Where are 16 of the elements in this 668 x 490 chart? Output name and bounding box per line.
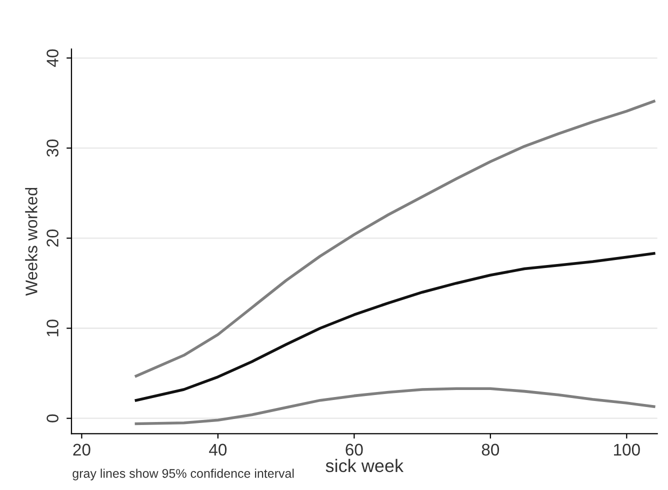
x-tick-label: 40: [209, 444, 227, 456]
x-axis-title: sick week: [326, 458, 404, 472]
x-tick-label: 60: [346, 444, 363, 456]
y-tick-label: 0: [46, 414, 58, 422]
text: gray lines show 95% confidence interval: [72, 468, 294, 480]
line-series: [134, 100, 656, 378]
y-tick-label: 20: [46, 230, 58, 247]
line-series: [134, 252, 656, 402]
x-tick-label: 80: [482, 444, 500, 456]
y-tick-label: 40: [46, 49, 58, 67]
line-series: [134, 387, 656, 426]
y-tick-label: 10: [46, 320, 58, 336]
y-tick-label: 30: [46, 139, 58, 157]
y-axis-title: Weeks worked: [25, 188, 38, 296]
x-tick-label: 20: [73, 444, 90, 456]
x-tick-label: 100: [614, 444, 640, 456]
